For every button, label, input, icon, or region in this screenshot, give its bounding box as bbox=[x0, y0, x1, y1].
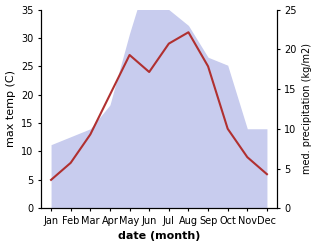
X-axis label: date (month): date (month) bbox=[118, 231, 200, 242]
Y-axis label: med. precipitation (kg/m2): med. precipitation (kg/m2) bbox=[302, 43, 313, 174]
Y-axis label: max temp (C): max temp (C) bbox=[5, 70, 16, 147]
